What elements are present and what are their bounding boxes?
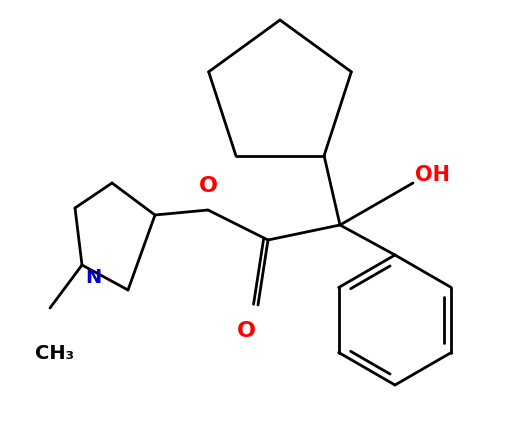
Text: OH: OH [415,165,450,185]
Text: O: O [237,321,255,341]
Text: N: N [85,268,101,287]
Text: O: O [199,176,218,196]
Text: CH₃: CH₃ [35,344,74,363]
